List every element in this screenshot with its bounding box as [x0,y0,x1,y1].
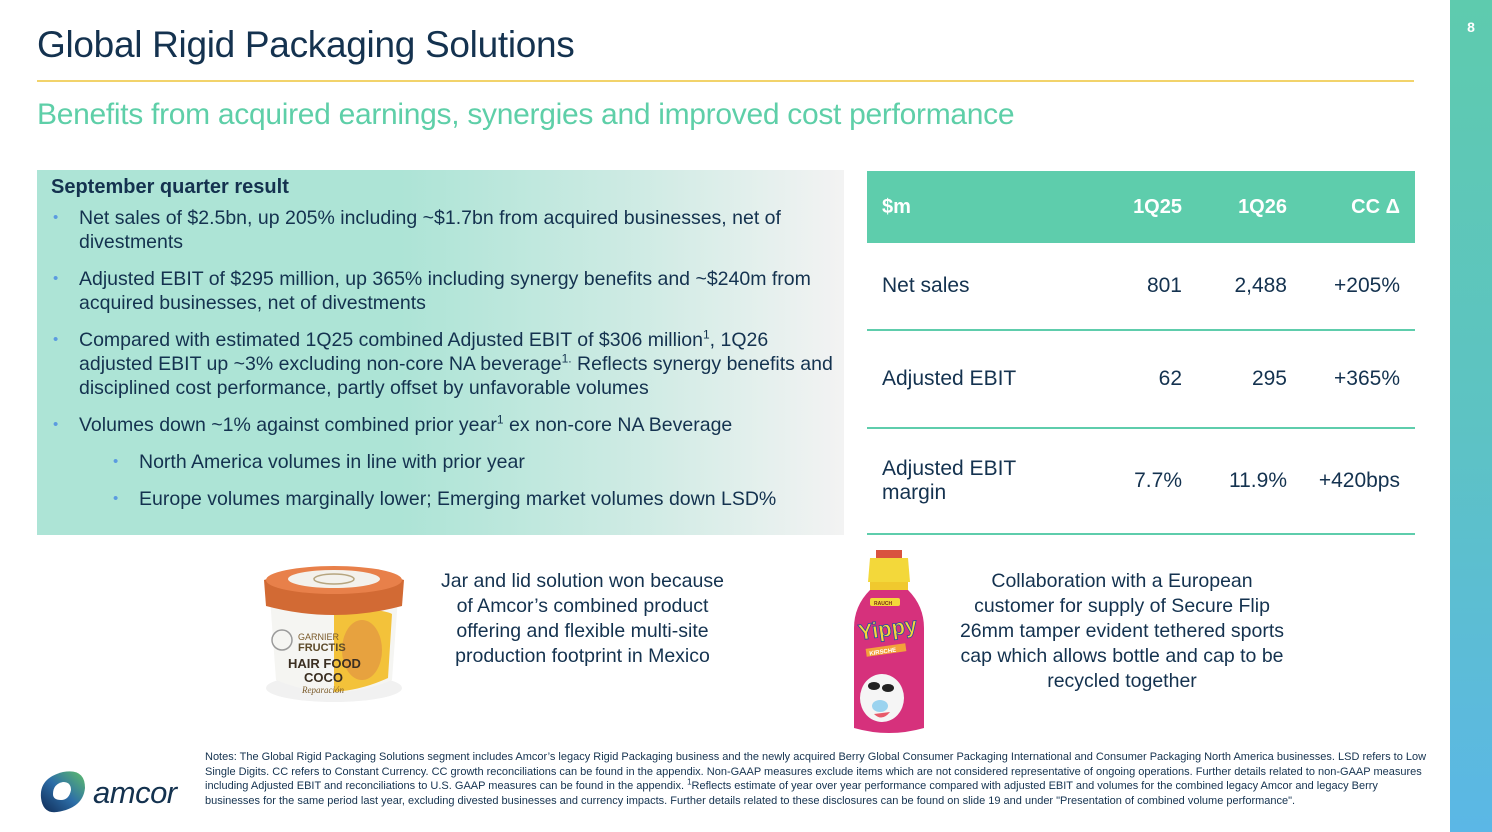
bullet-icon: • [53,270,59,287]
svg-text:KIRSCHE: KIRSCHE [869,648,897,658]
table-row: Adjusted EBIT margin 7.7% 11.9% +420bps [867,428,1415,535]
financial-results-table: $m 1Q25 1Q26 CC Δ Net sales 801 2,488 +2… [867,171,1415,535]
quarter-summary-panel: September quarter result • Net sales of … [37,170,844,535]
svg-text:GARNIER: GARNIER [298,632,340,642]
summary-heading: September quarter result [51,176,289,198]
footnote-ref: 1. [561,351,572,366]
secure-flip-cap-caption: Collaboration with a European customer f… [959,570,1285,692]
summary-bullet: • Compared with estimated 1Q25 combined … [53,327,833,400]
cell-cc-change: +365% [1287,330,1415,429]
header-1q25: 1Q25 [1067,171,1182,243]
cell-1q25: 62 [1067,330,1182,429]
page-number: 8 [1467,19,1475,35]
svg-text:FRUCTIS: FRUCTIS [298,642,346,654]
footnote-marker: 1 [687,777,692,787]
row-label: Adjusted EBIT [867,330,1067,429]
cell-cc-change: +420bps [1287,428,1415,535]
summary-sub-bullet: • North America volumes in line with pri… [113,451,525,473]
cell-1q25: 7.7% [1067,428,1182,535]
row-label: Net sales [867,243,1067,331]
hair-food-jar-image: GARNIER FRUCTIS HAIR FOOD COCO Reparació… [264,566,404,702]
header-cc-change: CC Δ [1287,171,1415,243]
summary-bullet: • Adjusted EBIT of $295 million, up 365%… [53,268,811,314]
table-header-row: $m 1Q25 1Q26 CC Δ [867,171,1415,243]
amcor-wordmark: amcor [93,775,177,810]
summary-bullet: • Net sales of $2.5bn, up 205% including… [53,207,781,253]
bullet-icon: • [53,416,59,433]
bullet-icon: • [53,331,59,348]
cell-1q26: 2,488 [1182,243,1287,331]
svg-text:Reparación: Reparación [301,685,344,695]
footnote-ref: 1 [496,412,504,427]
right-accent-bar: 8 [1450,0,1492,832]
amcor-logo: amcor [37,768,182,818]
jar-solution-caption: Jar and lid solution won because of Amco… [441,570,724,667]
summary-bullet: • Volumes down ~1% against combined prio… [53,412,733,437]
header-unit: $m [867,171,1067,243]
cell-1q26: 295 [1182,330,1287,429]
row-label: Adjusted EBIT margin [867,428,1067,535]
header-1q26: 1Q26 [1182,171,1287,243]
yippy-bottle-image: RAUCH Yippy KIRSCHE [854,550,924,733]
footnotes: Notes: The Global Rigid Packaging Soluti… [205,751,1427,807]
summary-bullet-list: • Net sales of $2.5bn, up 205% including… [51,206,844,511]
table-row: Adjusted EBIT 62 295 +365% [867,330,1415,429]
cell-1q26: 11.9% [1182,428,1287,535]
title-divider [37,80,1414,82]
bullet-icon: • [53,209,59,226]
cell-cc-change: +205% [1287,243,1415,331]
slide-subtitle: Benefits from acquired earnings, synergi… [37,98,1015,131]
svg-text:COCO: COCO [304,670,343,685]
footnote-ref: 1 [702,327,710,342]
summary-sub-bullet: • Europe volumes marginally lower; Emerg… [113,488,777,510]
amcor-mark-icon [40,771,85,813]
table-row: Net sales 801 2,488 +205% [867,243,1415,331]
slide-title: Global Rigid Packaging Solutions [37,24,575,65]
bullet-icon: • [113,490,119,507]
svg-text:RAUCH: RAUCH [874,601,892,607]
bullet-icon: • [113,453,119,470]
svg-text:HAIR FOOD: HAIR FOOD [288,656,361,671]
cell-1q25: 801 [1067,243,1182,331]
